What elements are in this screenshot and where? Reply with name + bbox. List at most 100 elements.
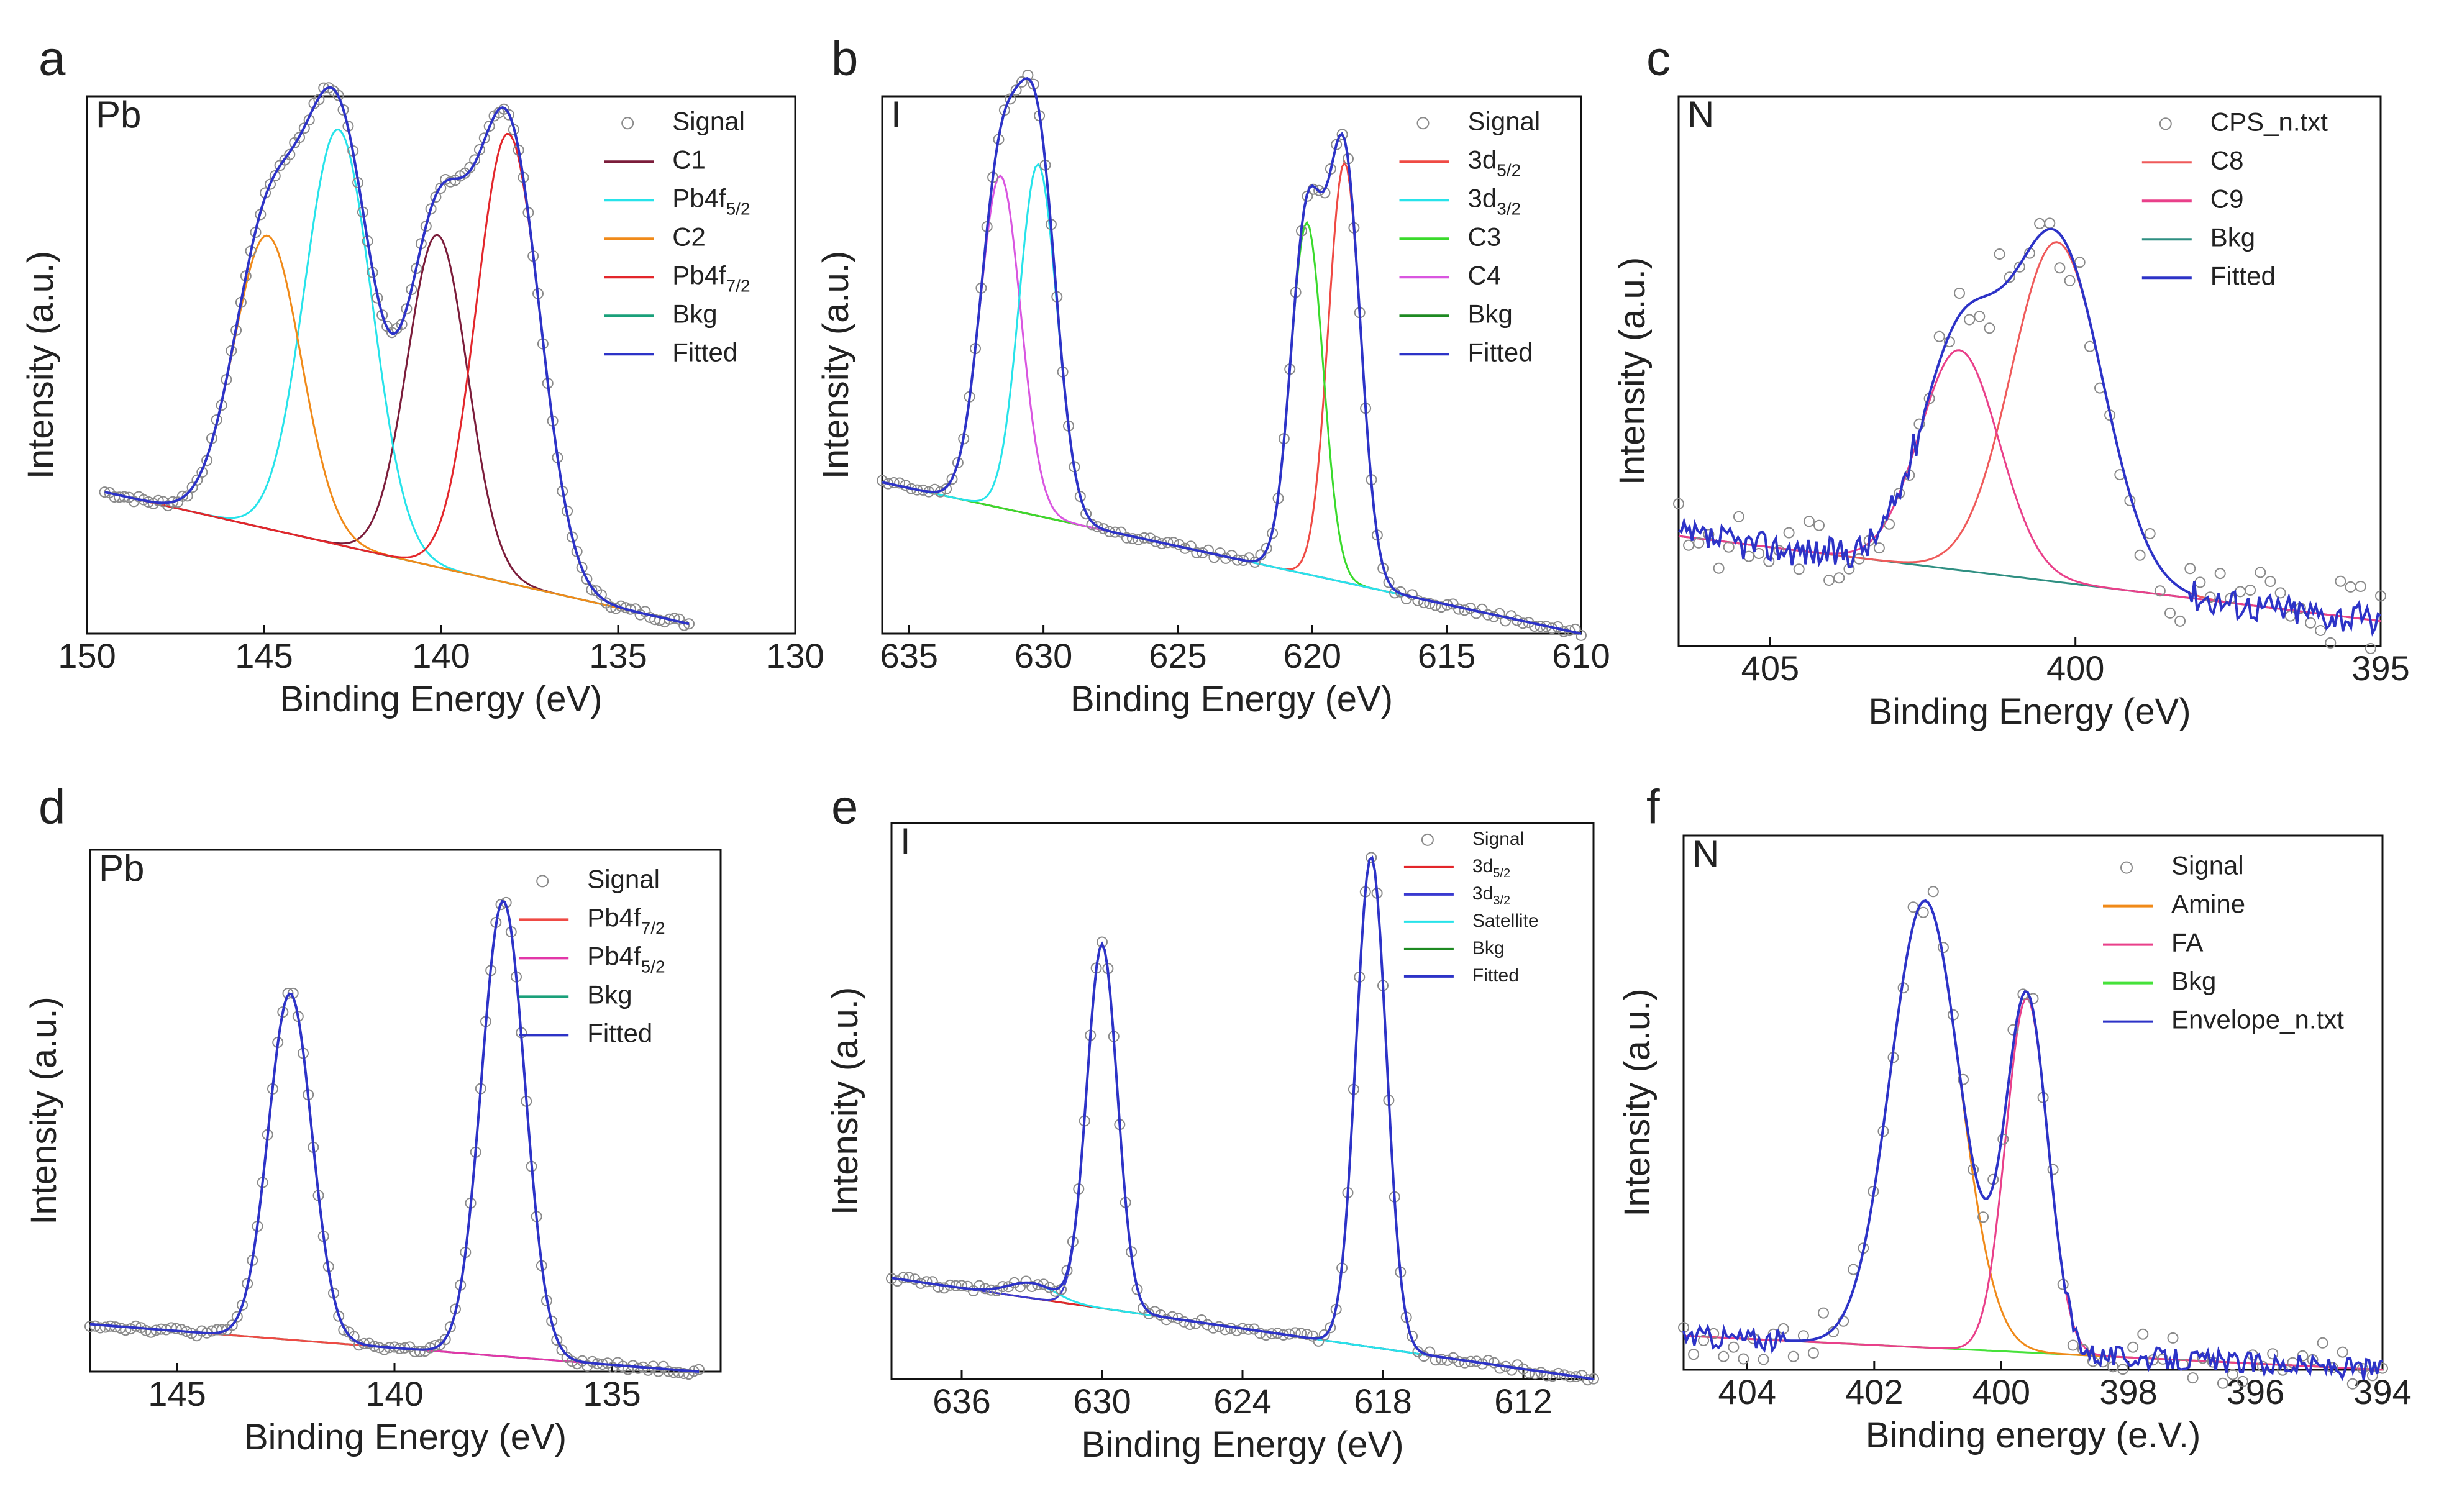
peak-amine (1683, 899, 2383, 1371)
signal-point (1723, 541, 1735, 553)
signal-point (396, 319, 408, 330)
legend-label: Signal (587, 864, 660, 893)
peak-pb4f72 (89, 900, 700, 1373)
signal-point (1383, 576, 1395, 588)
x-tick-label: 140 (365, 1374, 423, 1413)
signal-point (1325, 1322, 1336, 1334)
x-tick-label: 400 (1972, 1372, 2030, 1411)
legend-label: CPS_n.txt (2210, 107, 2328, 136)
legend-label: C3 (1468, 222, 1502, 251)
y-axis-label: Intensity (a.u.) (816, 251, 856, 479)
signal-point (265, 178, 276, 190)
signal-point (1092, 521, 1103, 533)
legend-marker (1416, 117, 1430, 130)
legend-label: Signal (1472, 829, 1524, 849)
signal-point (2284, 610, 2296, 622)
signal-point (1313, 1335, 1325, 1347)
signal-point (1954, 288, 1965, 299)
element-label: I (891, 94, 901, 135)
y-axis-label: Intensity (a.u.) (1612, 257, 1653, 485)
x-tick-label: 620 (1284, 636, 1341, 675)
signal-point (1529, 1368, 1541, 1380)
signal-point (2137, 1328, 2149, 1340)
signal-point (269, 170, 281, 181)
signal-point (1512, 1359, 1523, 1371)
signal-point (1424, 598, 1436, 609)
x-tick-label: 395 (2351, 649, 2409, 688)
x-axis-label: Binding Energy (eV) (1070, 679, 1393, 719)
panel-d: d Pb 145 140 135 Binding Energy (eV) Intensity… (24, 780, 722, 1457)
signal-point (892, 1275, 903, 1287)
peak-3d52 (891, 856, 1594, 1380)
legend-subscript: 5/2 (1497, 160, 1521, 180)
legend-subscript: 7/2 (641, 918, 665, 937)
signal-point (2157, 1353, 2169, 1365)
signal-point (2214, 568, 2226, 580)
signal-point (2235, 586, 2246, 598)
signal-point (170, 1323, 182, 1334)
legend-label: Signal (2171, 851, 2244, 880)
signal-point (551, 1334, 563, 1346)
legend-label: Fitted (587, 1018, 652, 1047)
signal-point (2184, 563, 2196, 575)
signal-point (1260, 1329, 1272, 1341)
fitted-line (882, 76, 1582, 635)
signal-point (1783, 527, 1795, 539)
element-label: Pb (96, 94, 141, 135)
legend: Signal C1 Pb4f5/2 C2 Pb4f7/2 Bkg Fitted (604, 106, 750, 367)
signal-point (2047, 1164, 2059, 1175)
signal-point (2167, 1332, 2179, 1344)
legend-label: Pb4f5/2 (672, 183, 750, 218)
signal-point (1803, 516, 1815, 527)
signal-point (2345, 581, 2356, 593)
legend-label: Bkg (672, 299, 717, 328)
signal-point (1203, 544, 1214, 556)
legend-subscript: 7/2 (726, 276, 750, 295)
signal-point (1913, 418, 1925, 430)
signal-point (894, 477, 906, 489)
y-axis-label: Intensity (a.u.) (21, 251, 61, 479)
signal-point (556, 1344, 568, 1356)
x-axis-label: Binding energy (e.V.) (1866, 1415, 2201, 1455)
legend-marker (621, 117, 634, 130)
signal-point (2264, 576, 2276, 587)
x-tick-label: 405 (1741, 649, 1799, 688)
signal-point (1964, 314, 1976, 326)
panel-letter: d (39, 780, 65, 834)
plot-frame (89, 849, 722, 1373)
signal-point (1430, 599, 1441, 611)
legend-label: Bkg (2171, 967, 2216, 996)
legend-subscript: 5/2 (726, 199, 750, 218)
peak-fa (1683, 997, 2383, 1371)
signal-point (1161, 1314, 1172, 1326)
signal-point (1261, 542, 1272, 554)
legend-label: C1 (672, 145, 706, 174)
panel-a: a Pb 150 145 140 135 130 Binding Energy (eV) Int… (21, 31, 824, 719)
signal-point (1958, 1073, 1969, 1085)
legend-label: Satellite (1472, 911, 1539, 931)
signal-point (1884, 518, 1895, 530)
signal-point (2217, 1377, 2228, 1389)
signal-point (2204, 591, 2216, 603)
legend: CPS_n.txt C8 C9 Bkg Fitted (2141, 107, 2328, 290)
signal-point (1933, 330, 1945, 342)
signal-point (430, 191, 442, 203)
signal-point (2013, 261, 2025, 273)
signal-point (444, 1321, 456, 1333)
signal-point (2346, 1378, 2358, 1390)
signal-point (941, 483, 952, 494)
signal-point (2154, 585, 2166, 597)
signal-point (1758, 1354, 1769, 1365)
signal-point (1418, 597, 1430, 609)
signal-point (1191, 547, 1203, 558)
signal-point (1295, 1328, 1307, 1339)
legend-label: Bkg (587, 980, 632, 1009)
signal-point (1793, 563, 1805, 575)
signal-point (2365, 643, 2376, 654)
signal-point (2297, 1350, 2309, 1362)
signal-point (946, 473, 958, 485)
legend-label: Bkg (1468, 299, 1513, 328)
peak-3d32 (891, 942, 1594, 1380)
signal-point (1289, 1327, 1301, 1339)
